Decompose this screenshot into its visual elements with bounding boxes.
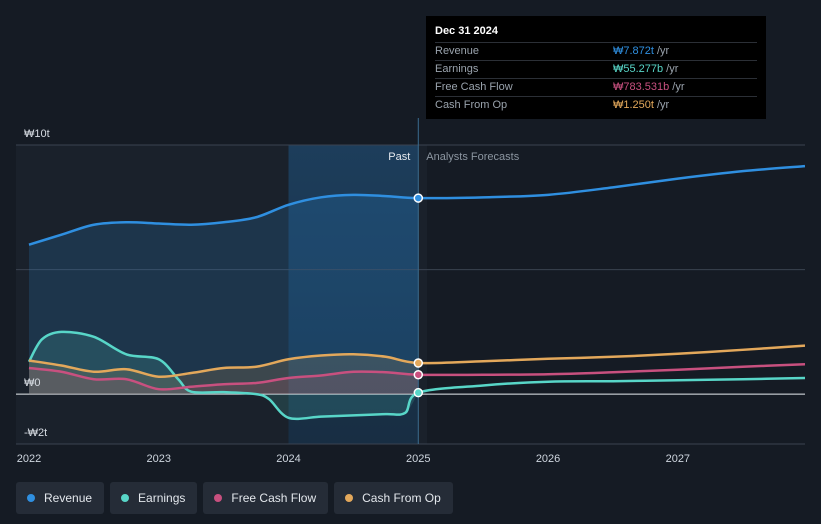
marker-free-cash-flow [413,369,424,380]
x-axis-labels: 2022 2023 2024 2025 2026 2027 [17,453,690,465]
tooltip-value: ₩783.531b [613,81,670,93]
tooltip-unit: /yr [666,63,679,75]
legend-label: Revenue [44,491,93,505]
legend: Revenue Earnings Free Cash Flow Cash Fro… [16,482,453,514]
tooltip-label: Cash From Op [435,99,508,111]
gridlines [16,144,805,445]
legend-item-revenue[interactable]: Revenue [16,482,105,514]
legend-item-free-cash-flow[interactable]: Free Cash Flow [203,482,329,514]
marker-earnings [413,387,424,398]
legend-dot-icon [214,494,223,502]
legend-dot-icon [27,494,35,502]
line-cash-from-op [28,344,805,379]
series-lines [27,164,805,421]
area-cash-from-op [28,354,419,395]
series-areas [28,194,419,419]
tooltip-unit: /yr [656,45,670,57]
marker-revenue [413,193,424,203]
y-axis-label: ₩10t [24,128,50,140]
past-label: Past [388,151,410,163]
line-earnings [27,330,805,421]
x-tick-label: 2026 [536,453,560,465]
line-revenue [28,164,805,246]
tooltip-date: Dec 31 2024 [435,25,498,37]
x-tick-label: 2023 [147,453,171,465]
tooltip-row-revenue: Revenue ₩7.872t /yr [435,42,757,60]
tooltip-value: ₩55.277b [613,63,664,75]
tooltip-row-cash-from-op: Cash From Op ₩1.250t /yr [435,96,757,114]
tooltip-label: Revenue [435,45,480,57]
tooltip-row-free-cash-flow: Free Cash Flow ₩783.531b /yr [435,78,757,96]
forecast-label: Analysts Forecasts [426,151,519,163]
x-tick-label: 2024 [276,453,300,465]
line-free-cash-flow [28,363,805,391]
legend-label: Earnings [138,491,186,505]
area-earnings [28,331,419,419]
tooltip-label: Free Cash Flow [435,81,513,93]
marker-cash-from-op [413,358,424,368]
tooltip: Dec 31 2024 Revenue ₩7.872t /yr Earnings… [426,16,766,119]
legend-label: Free Cash Flow [231,491,317,505]
y-axis-labels: ₩10t ₩0 -₩2t [24,128,50,439]
area-free-cash-flow [28,368,419,395]
y-axis-label: ₩0 [24,377,41,389]
tooltip-unit: /yr [656,99,670,111]
x-tick-label: 2022 [17,453,41,465]
legend-dot-icon [345,494,354,502]
legend-label: Cash From Op [362,491,441,505]
tooltip-label: Earnings [435,63,479,75]
hover-markers [413,193,424,398]
legend-dot-icon [121,494,130,502]
x-tick-label: 2025 [406,453,430,465]
tooltip-value: ₩1.250t [613,99,654,111]
y-axis-label: -₩2t [24,427,47,439]
legend-item-cash-from-op[interactable]: Cash From Op [334,482,453,514]
x-tick-label: 2027 [666,453,690,465]
tooltip-row-earnings: Earnings ₩55.277b /yr [435,60,757,78]
legend-item-earnings[interactable]: Earnings [110,482,198,514]
area-revenue [28,194,419,395]
tooltip-value: ₩7.872t [613,45,654,57]
tooltip-unit: /yr [672,81,685,93]
